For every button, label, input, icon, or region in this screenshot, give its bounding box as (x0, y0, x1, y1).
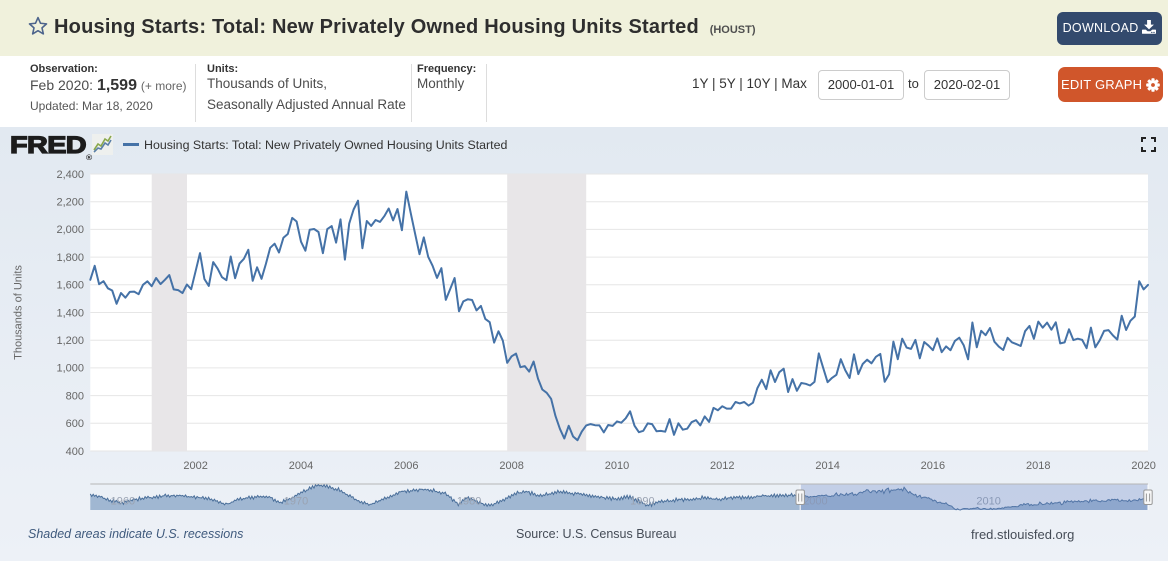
svg-text:1990: 1990 (630, 496, 654, 508)
svg-text:1960: 1960 (111, 496, 135, 508)
svg-text:1,000: 1,000 (56, 363, 84, 375)
svg-text:2,200: 2,200 (56, 197, 84, 209)
svg-text:400: 400 (66, 446, 84, 458)
svg-text:2004: 2004 (289, 460, 313, 472)
svg-text:2012: 2012 (710, 460, 734, 472)
svg-text:2000: 2000 (803, 496, 827, 508)
svg-text:1,200: 1,200 (56, 335, 84, 347)
svg-text:2010: 2010 (976, 496, 1000, 508)
svg-text:2008: 2008 (499, 460, 523, 472)
svg-text:2006: 2006 (394, 460, 418, 472)
svg-text:600: 600 (66, 418, 84, 430)
svg-text:2,400: 2,400 (56, 169, 84, 181)
svg-text:2020: 2020 (1131, 460, 1155, 472)
svg-text:2002: 2002 (183, 460, 207, 472)
svg-text:Thousands of Units: Thousands of Units (13, 265, 25, 360)
svg-text:800: 800 (66, 390, 84, 402)
svg-text:2018: 2018 (1026, 460, 1050, 472)
svg-text:2014: 2014 (815, 460, 839, 472)
svg-text:2010: 2010 (605, 460, 629, 472)
svg-text:1,600: 1,600 (56, 280, 84, 292)
svg-text:1,800: 1,800 (56, 252, 84, 264)
svg-text:2016: 2016 (921, 460, 945, 472)
svg-text:1970: 1970 (284, 496, 308, 508)
svg-text:2,000: 2,000 (56, 224, 84, 236)
svg-text:1,400: 1,400 (56, 307, 84, 319)
svg-text:1980: 1980 (457, 496, 481, 508)
